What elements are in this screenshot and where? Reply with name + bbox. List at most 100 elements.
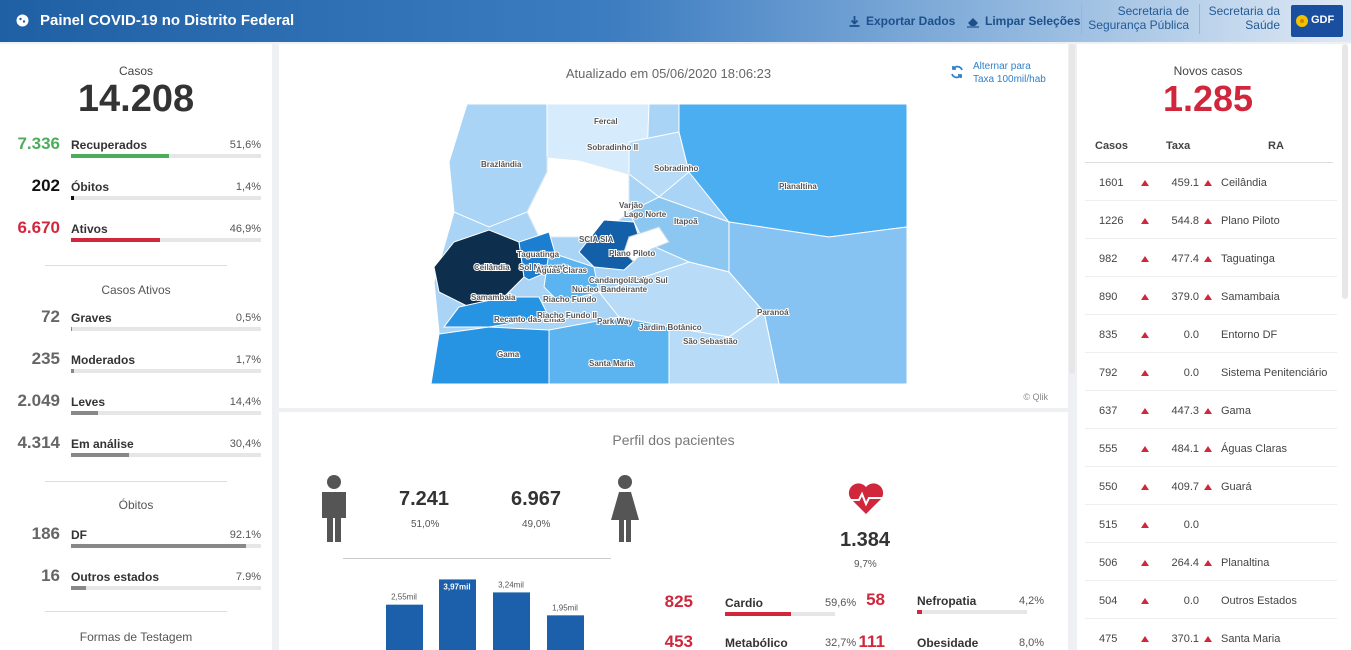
cell-ra: Outros Estados xyxy=(1221,595,1297,607)
col-header-cases[interactable]: Casos xyxy=(1095,140,1129,152)
separator xyxy=(45,611,227,612)
age-bar-label: 3,97mil xyxy=(443,582,470,591)
up-arrow-icon xyxy=(1141,598,1149,604)
progress-bar xyxy=(725,612,835,616)
cell-ra: Entorno DF xyxy=(1221,329,1278,341)
table-row[interactable]: 475 370.1 Santa Maria xyxy=(1085,619,1337,650)
region-samambaia[interactable] xyxy=(443,296,550,328)
center-scrollbar[interactable] xyxy=(1069,44,1075,374)
stat-pct: 14,4% xyxy=(229,396,261,408)
map-region-label: Varjão xyxy=(619,201,643,210)
scrollbar[interactable] xyxy=(1342,44,1348,299)
stat-label[interactable]: Graves xyxy=(71,311,112,325)
cases-label: Casos xyxy=(118,64,153,78)
table-row[interactable]: 555 484.1 Águas Claras xyxy=(1085,429,1337,467)
table-row[interactable]: 1601 459.1 Ceilândia xyxy=(1085,163,1337,201)
region-sao-sebastiao[interactable] xyxy=(668,311,780,385)
sec-seguranca-link[interactable]: Secretaria de Segurança Pública xyxy=(1085,4,1189,32)
eraser-icon xyxy=(967,17,979,28)
age-bar-label: 2,55mil xyxy=(391,593,417,602)
map-region-label: Lago Norte xyxy=(624,210,667,219)
df-choropleth-map[interactable]: Fercal Sobradinho II Brazlândia Sobradinho P… xyxy=(429,102,909,385)
region-sobradinho[interactable] xyxy=(628,131,690,198)
separator xyxy=(45,481,227,482)
age-bar[interactable] xyxy=(386,604,423,650)
cell-rate: 370.1 xyxy=(1171,633,1199,645)
stat-value: 186 xyxy=(31,524,60,543)
cell-cases: 1601 xyxy=(1099,177,1124,189)
age-bar-chart[interactable]: 2,55mil 3,97mil 3,24mil 1,95mil xyxy=(279,562,599,650)
stat-label[interactable]: Óbitos xyxy=(71,180,109,194)
table-row[interactable]: 835 0.0 Entorno DF xyxy=(1085,315,1337,353)
stat-label[interactable]: Outros estados xyxy=(71,570,160,584)
age-bar-label: 3,24mil xyxy=(498,580,524,589)
stat-pct: 51,6% xyxy=(229,139,261,151)
map-region-label: Paranoá xyxy=(757,308,789,317)
table-row[interactable]: 550 409.7 Guará xyxy=(1085,467,1337,505)
stat-label[interactable]: DF xyxy=(71,528,87,542)
toggle-rate-button[interactable]: Alternar para Taxa 100mil/hab xyxy=(949,60,1046,86)
cell-ra: Taguatinga xyxy=(1221,253,1275,265)
cell-cases: 792 xyxy=(1099,367,1118,379)
map-region-label: Sol Nascente xyxy=(519,263,570,272)
up-arrow-icon xyxy=(1204,446,1212,452)
stat-value: 16 xyxy=(41,566,60,585)
cell-cases: 835 xyxy=(1099,329,1118,341)
table-row[interactable]: 1226 544.8 Plano Piloto xyxy=(1085,201,1337,239)
age-bar[interactable] xyxy=(493,592,530,650)
stat-pct: 46,9% xyxy=(229,223,261,235)
stat-label[interactable]: Moderados xyxy=(71,353,136,367)
stat-label[interactable]: Em análise xyxy=(71,437,134,451)
up-arrow-icon xyxy=(1204,180,1212,186)
male-count: 7.241 xyxy=(399,488,450,510)
export-data-button[interactable]: Exportar Dados xyxy=(848,14,955,28)
table-row[interactable]: 792 0.0 Sistema Penitenciário xyxy=(1085,353,1337,391)
cell-cases: 982 xyxy=(1099,253,1118,265)
divider xyxy=(1199,4,1200,34)
region-plano-piloto[interactable] xyxy=(578,219,645,271)
table-row[interactable]: 504 0.0 Outros Estados xyxy=(1085,581,1337,619)
stat-label[interactable]: Ativos xyxy=(71,222,108,236)
progress-fill xyxy=(725,612,791,616)
stat-pct: 92.1% xyxy=(229,529,261,541)
clear-selections-button[interactable]: Limpar Seleções xyxy=(966,14,1080,28)
comorbidity-label[interactable]: Cardio xyxy=(725,596,764,610)
comorbidity-label[interactable]: Obesidade xyxy=(917,636,979,650)
table-row[interactable]: 982 477.4 Taguatinga xyxy=(1085,239,1337,277)
stat-label[interactable]: Leves xyxy=(71,395,106,409)
table-row[interactable]: 506 264.4 Planaltina xyxy=(1085,543,1337,581)
cell-rate: 447.3 xyxy=(1171,405,1199,417)
stat-label[interactable]: Recuperados xyxy=(71,138,148,152)
stat-value: 2.049 xyxy=(17,391,60,410)
sec2-line2: Saúde xyxy=(1245,18,1280,32)
stat-value: 6.670 xyxy=(17,218,60,237)
table-row[interactable]: 637 447.3 Gama xyxy=(1085,391,1337,429)
comorbidity-label[interactable]: Metabólico xyxy=(725,636,788,650)
col-header-rate[interactable]: Taxa xyxy=(1166,140,1191,152)
progress-bar xyxy=(71,154,261,158)
progress-fill xyxy=(71,327,72,331)
up-arrow-icon xyxy=(1204,484,1212,490)
map-region-label: Fercal xyxy=(594,117,618,126)
up-arrow-icon xyxy=(1141,294,1149,300)
separator xyxy=(45,265,227,266)
col-header-ra[interactable]: RA xyxy=(1268,140,1284,152)
progress-bar xyxy=(71,327,261,331)
up-arrow-icon xyxy=(1204,408,1212,414)
table-row[interactable]: 890 379.0 Samambaia xyxy=(1085,277,1337,315)
female-pct: 49,0% xyxy=(522,519,551,530)
male-pct: 51,0% xyxy=(411,519,440,530)
table-row[interactable]: 515 0.0 xyxy=(1085,505,1337,543)
sec1-line2: Segurança Pública xyxy=(1088,18,1189,32)
sec-saude-link[interactable]: Secretaria da Saúde xyxy=(1203,4,1280,32)
age-bar[interactable] xyxy=(439,579,476,650)
comorbidity-label[interactable]: Nefropatia xyxy=(917,594,977,608)
region-aguas-claras[interactable] xyxy=(543,251,600,303)
cell-ra: Águas Claras xyxy=(1221,443,1288,455)
map-region-label: Planaltina xyxy=(779,182,817,191)
active-cases-title: Casos Ativos xyxy=(101,283,171,297)
cell-rate: 264.4 xyxy=(1171,557,1199,569)
age-bar[interactable] xyxy=(547,615,584,650)
stat-pct: 1,4% xyxy=(235,181,261,193)
region-gama[interactable] xyxy=(430,326,550,385)
